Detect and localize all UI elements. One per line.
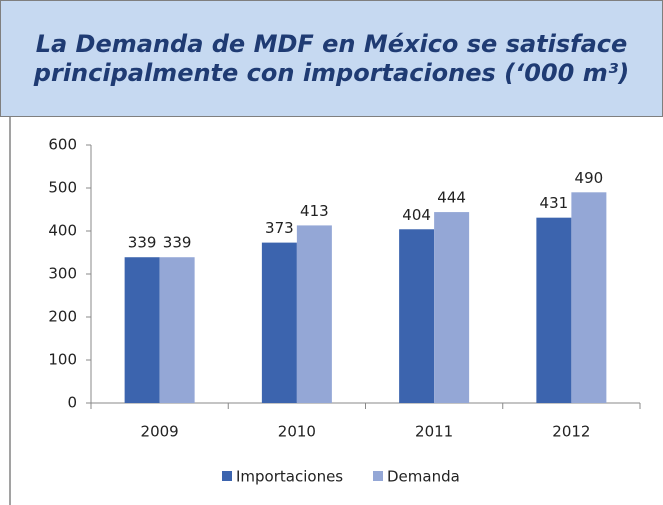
bar (571, 192, 607, 403)
value-label: 413 (300, 202, 329, 220)
y-tick-label: 100 (48, 351, 77, 369)
y-tick-label: 500 (48, 179, 77, 197)
legend-label: Demanda (387, 468, 460, 486)
x-tick-label: 2011 (415, 423, 453, 441)
legend-label: Importaciones (236, 468, 343, 486)
bar (159, 257, 195, 403)
chart-title: La Demanda de MDF en México se satisface… (33, 29, 630, 87)
value-label: 444 (437, 189, 466, 207)
legend-swatch (222, 471, 232, 481)
bar (261, 242, 297, 403)
value-label: 373 (265, 219, 294, 237)
bar (536, 217, 572, 403)
bar (124, 257, 160, 403)
y-tick-label: 600 (48, 136, 77, 154)
value-label: 339 (163, 234, 192, 252)
title-box: La Demanda de MDF en México se satisface… (0, 0, 663, 117)
y-tick-label: 400 (48, 222, 77, 240)
bar (399, 229, 435, 403)
bar (434, 212, 470, 403)
value-label: 490 (575, 169, 604, 187)
bar (296, 225, 332, 403)
legend-swatch (373, 471, 383, 481)
value-label: 431 (540, 194, 569, 212)
x-tick-label: 2010 (278, 423, 316, 441)
x-tick-label: 2012 (552, 423, 590, 441)
value-label: 339 (128, 234, 157, 252)
y-tick-label: 300 (48, 265, 77, 283)
y-tick-label: 0 (67, 394, 77, 412)
value-label: 404 (402, 206, 431, 224)
x-tick-label: 2009 (141, 423, 179, 441)
y-tick-label: 200 (48, 308, 77, 326)
